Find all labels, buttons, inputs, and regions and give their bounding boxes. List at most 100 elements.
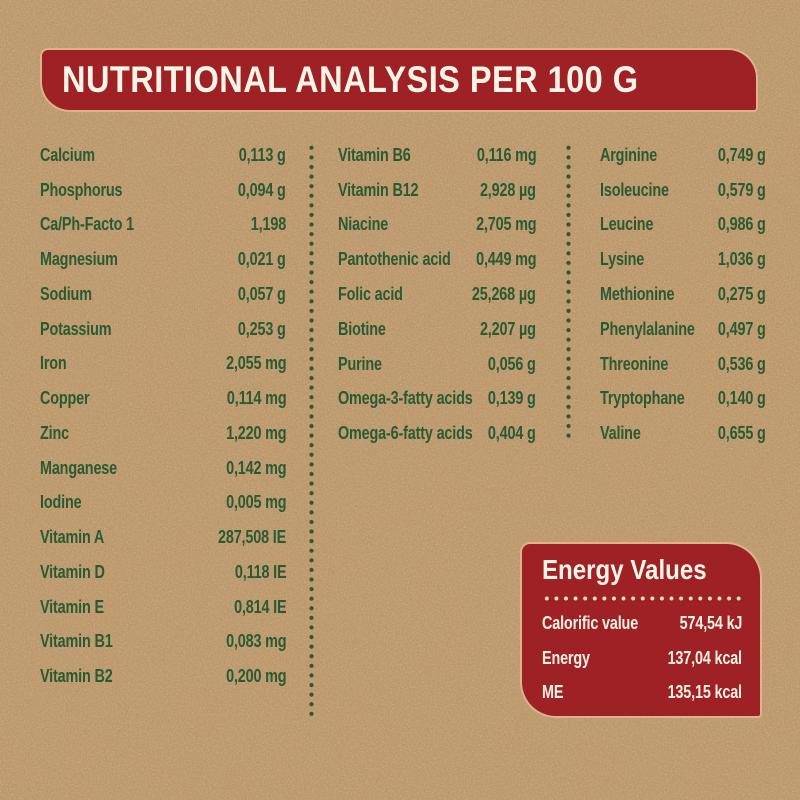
- table-row: Potassium 0,253 g: [40, 312, 286, 347]
- nutrient-label: Vitamin B6: [338, 144, 411, 165]
- nutrient-label: Vitamin B12: [338, 179, 419, 200]
- nutrient-label: Manganese: [40, 457, 117, 478]
- nutrient-value: 1,036 g: [718, 249, 766, 270]
- nutrient-label: Calorific value: [542, 612, 639, 633]
- table-row: Vitamin D 0,118 IE: [40, 555, 286, 590]
- nutrient-value: 0,139 g: [488, 388, 536, 409]
- table-row: Valine 0,655 g: [600, 416, 766, 451]
- nutrient-label: Iodine: [40, 492, 82, 513]
- table-row: Isoleucine 0,579 g: [600, 173, 766, 208]
- energy-dotted-separator: [542, 596, 744, 601]
- nutrient-label: Vitamin D: [40, 561, 105, 582]
- nutrient-label: Methionine: [600, 284, 675, 305]
- nutrient-value: 2,705 mg: [475, 214, 537, 235]
- table-row: Vitamin B6 0,116 mg: [338, 138, 536, 173]
- table-row: ME 135,15 kcal: [542, 675, 742, 710]
- table-row: Vitamin B1 0,083 mg: [40, 625, 286, 660]
- nutrient-value: 137,04 kcal: [667, 647, 742, 668]
- nutrient-value: 287,508 IE: [217, 527, 286, 548]
- nutrient-value: 0,056 g: [488, 353, 536, 374]
- nutrient-label: Sodium: [40, 283, 92, 304]
- nutrient-label: Vitamin A: [40, 527, 105, 548]
- nutrient-value: 0,449 mg: [475, 249, 537, 270]
- nutrient-label: Calcium: [40, 144, 95, 165]
- nutrient-label: Copper: [40, 388, 90, 409]
- nutrient-label: Threonine: [600, 353, 669, 374]
- nutrient-value: 1,220 mg: [225, 422, 287, 443]
- nutrient-label: Vitamin B1: [40, 631, 113, 652]
- table-row: Vitamin A 287,508 IE: [40, 520, 286, 555]
- nutrient-value: 0,497 g: [718, 318, 766, 339]
- nutrient-label: Phosphorus: [40, 179, 123, 200]
- nutrient-value: 0,253 g: [238, 318, 286, 339]
- nutrient-label: ME: [542, 682, 564, 703]
- page-title: NUTRITIONAL ANALYSIS PER 100 G: [62, 59, 639, 100]
- nutrient-value: 0,749 g: [718, 144, 766, 165]
- table-row: Pantothenic acid 0,449 mg: [338, 242, 536, 277]
- nutrient-label: Valine: [600, 423, 641, 444]
- nutrient-label: Lysine: [600, 249, 645, 270]
- nutrient-label: Omega-6-fatty acids: [338, 423, 473, 444]
- table-row: Omega-3-fatty acids 0,139 g: [338, 381, 536, 416]
- nutrient-value: 0,814 IE: [233, 596, 287, 617]
- nutrient-value: 0,083 mg: [225, 631, 287, 652]
- nutrient-value: 0,116 mg: [476, 144, 536, 165]
- table-row: Copper 0,114 mg: [40, 381, 286, 416]
- nutrient-label: Phenylalanine: [600, 318, 695, 339]
- nutrient-label: Biotine: [338, 318, 386, 339]
- nutrient-value: 2,207 µg: [480, 318, 536, 339]
- table-row: Vitamin E 0,814 IE: [40, 590, 286, 625]
- nutrient-label: Vitamin E: [40, 596, 104, 617]
- table-row: Zinc 1,220 mg: [40, 416, 286, 451]
- table-row: Tryptophane 0,140 g: [600, 381, 766, 416]
- table-row: Iodine 0,005 mg: [40, 486, 286, 521]
- table-row: Calcium 0,113 g: [40, 138, 286, 173]
- table-row: Methionine 0,275 g: [600, 277, 766, 312]
- nutrient-label: Arginine: [600, 144, 658, 165]
- table-row: Ca/Ph-Facto 1 1,198: [40, 208, 286, 243]
- nutrient-value: 0,275 g: [718, 284, 766, 305]
- table-row: Omega-6-fatty acids 0,404 g: [338, 416, 536, 451]
- nutrient-label: Leucine: [600, 214, 654, 235]
- table-row: Vitamin B2 0,200 mg: [40, 659, 286, 694]
- nutrient-label: Folic acid: [338, 284, 403, 305]
- nutrient-label: Iron: [40, 353, 67, 374]
- table-row: Niacine 2,705 mg: [338, 208, 536, 243]
- nutrient-column-vitamins-acids: Vitamin B6 0,116 mg Vitamin B12 2,928 µg…: [338, 138, 536, 451]
- table-row: Energy 137,04 kcal: [542, 641, 742, 676]
- nutrient-label: Energy: [542, 647, 590, 668]
- nutrient-value: 0,021 g: [238, 249, 286, 270]
- nutrient-label: Magnesium: [40, 249, 118, 270]
- energy-values-box: Energy Values Calorific value 574,54 kJ …: [520, 542, 762, 718]
- nutrient-value: 0,114 mg: [226, 388, 286, 409]
- nutrient-label: Purine: [338, 353, 382, 374]
- nutrient-column-minerals-vitamins: Calcium 0,113 g Phosphorus 0,094 g Ca/Ph…: [40, 138, 286, 694]
- nutrient-label: Omega-3-fatty acids: [338, 388, 473, 409]
- nutrient-label: Niacine: [338, 214, 389, 235]
- nutrient-value: 0,057 g: [238, 283, 286, 304]
- energy-values-title: Energy Values: [542, 554, 707, 585]
- nutrient-label: Ca/Ph-Facto 1: [40, 214, 134, 235]
- nutrient-value: 135,15 kcal: [667, 682, 742, 703]
- table-row: Phosphorus 0,094 g: [40, 173, 286, 208]
- nutrient-value: 1,198: [250, 214, 286, 235]
- nutrient-value: 25,268 µg: [472, 284, 536, 305]
- table-row: Folic acid 25,268 µg: [338, 277, 536, 312]
- nutrient-value: 574,54 kJ: [679, 612, 742, 633]
- nutrient-label: Tryptophane: [600, 388, 685, 409]
- nutrient-value: 0,536 g: [718, 353, 766, 374]
- table-row: Threonine 0,536 g: [600, 347, 766, 382]
- table-row: Lysine 1,036 g: [600, 242, 766, 277]
- nutrient-value: 0,142 mg: [225, 457, 287, 478]
- nutrient-value: 0,140 g: [718, 388, 766, 409]
- nutrient-value: 0,986 g: [718, 214, 766, 235]
- table-row: Purine 0,056 g: [338, 347, 536, 382]
- table-row: Vitamin B12 2,928 µg: [338, 173, 536, 208]
- nutrient-value: 2,055 mg: [225, 353, 287, 374]
- table-row: Phenylalanine 0,497 g: [600, 312, 766, 347]
- table-row: Manganese 0,142 mg: [40, 451, 286, 486]
- table-row: Sodium 0,057 g: [40, 277, 286, 312]
- energy-values-rows: Calorific value 574,54 kJ Energy 137,04 …: [542, 606, 742, 710]
- table-row: Magnesium 0,021 g: [40, 242, 286, 277]
